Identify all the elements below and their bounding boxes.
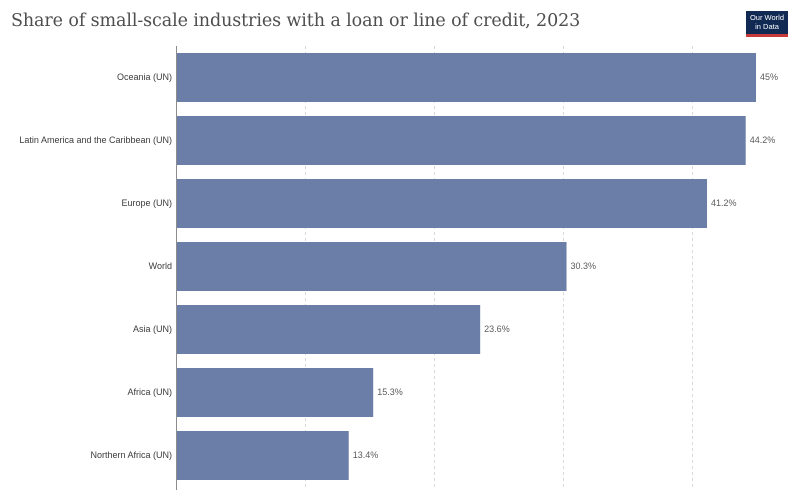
owid-logo[interactable]: Our World in Data <box>746 11 788 37</box>
chart-title: Share of small-scale industries with a l… <box>11 11 581 31</box>
logo-line-2: in Data <box>755 21 779 31</box>
value-label-6: 13.4% <box>353 450 379 460</box>
category-label-4: Asia (UN) <box>133 324 172 334</box>
category-label-2: Europe (UN) <box>121 198 172 208</box>
bar-0[interactable] <box>176 53 756 102</box>
category-label-6: Northern Africa (UN) <box>90 450 172 460</box>
value-label-4: 23.6% <box>484 324 510 334</box>
logo-line-1: Our World <box>749 13 785 22</box>
value-label-1: 44.2% <box>750 135 776 145</box>
bar-2[interactable] <box>176 179 708 228</box>
value-label-5: 15.3% <box>377 387 403 397</box>
bar-layer <box>176 53 756 480</box>
label-layer: Oceania (UN) 45% Latin America and the Car… <box>19 72 778 460</box>
bar-6[interactable] <box>176 431 349 480</box>
value-label-2: 41.2% <box>711 198 737 208</box>
bar-3[interactable] <box>176 242 567 291</box>
category-label-3: World <box>149 261 172 271</box>
category-label-1: Latin America and the Caribbean (UN) <box>19 135 172 145</box>
bar-1[interactable] <box>176 116 746 165</box>
bar-5[interactable] <box>176 368 374 417</box>
category-label-0: Oceania (UN) <box>117 72 172 82</box>
value-label-3: 30.3% <box>571 261 597 271</box>
value-label-0: 45% <box>760 72 778 82</box>
bar-4[interactable] <box>176 305 481 354</box>
category-label-5: Africa (UN) <box>128 387 173 397</box>
